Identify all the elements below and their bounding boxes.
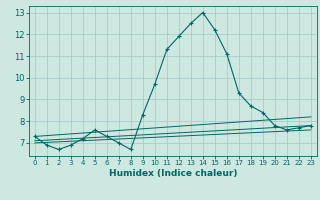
X-axis label: Humidex (Indice chaleur): Humidex (Indice chaleur) — [108, 169, 237, 178]
